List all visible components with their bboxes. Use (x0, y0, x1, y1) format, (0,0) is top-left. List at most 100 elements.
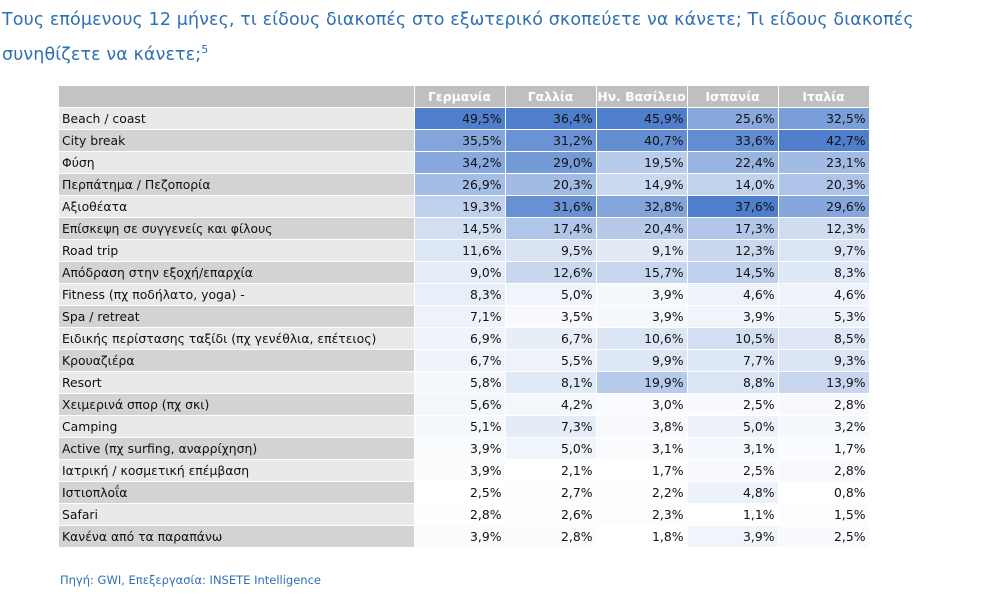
heat-cell: 22,4% (687, 151, 779, 174)
heat-cell: 1,5% (778, 503, 870, 526)
heat-cell: 3,8% (596, 415, 688, 438)
heat-cell: 11,6% (414, 239, 506, 262)
table-row: Beach / coast 49,5% 36,4% 45,9% 25,6% 32,5% (59, 107, 870, 130)
heat-cell: 6,9% (414, 327, 506, 350)
table-row: Φύση 34,2% 29,0% 19,5% 22,4% 23,1% (59, 151, 870, 174)
heat-cell: 1,7% (596, 459, 688, 482)
source-note: Πηγή: GWI, Επεξεργασία: INSETE Intellige… (60, 573, 321, 587)
row-label: Camping (59, 415, 415, 438)
heat-cell: 3,5% (505, 305, 597, 328)
heat-cell: 5,6% (414, 393, 506, 416)
heat-cell: 3,9% (596, 305, 688, 328)
heat-cell: 2,5% (414, 481, 506, 504)
heat-cell: 15,7% (596, 261, 688, 284)
row-label: Φύση (59, 151, 415, 174)
heat-cell: 32,5% (778, 107, 870, 130)
row-label: Αξιοθέατα (59, 195, 415, 218)
table-row: Active (πχ surfing, αναρρίχηση) 3,9% 5,0% 3… (59, 437, 870, 460)
row-label: Resort (59, 371, 415, 394)
heat-cell: 14,0% (687, 173, 779, 196)
table-row: Απόδραση στην εξοχή/επαρχία 9,0% 12,6% 15,7… (59, 261, 870, 284)
row-label: City break (59, 129, 415, 152)
heat-cell: 4,2% (505, 393, 597, 416)
heat-cell: 0,8% (778, 481, 870, 504)
heat-cell: 20,3% (505, 173, 597, 196)
heat-cell: 2,1% (505, 459, 597, 482)
heat-cell: 19,5% (596, 151, 688, 174)
heat-cell: 4,6% (687, 283, 779, 306)
heat-cell: 3,9% (414, 437, 506, 460)
heat-cell: 6,7% (414, 349, 506, 372)
heat-cell: 35,5% (414, 129, 506, 152)
heat-cell: 5,5% (505, 349, 597, 372)
heat-cell: 9,5% (505, 239, 597, 262)
row-label: Απόδραση στην εξοχή/επαρχία (59, 261, 415, 284)
header-row: Γερμανία Γαλλία Ην. Βασίλειο Ισπανία Ιτα… (59, 86, 870, 108)
column-header: Γαλλία (505, 86, 597, 108)
heat-cell: 2,8% (414, 503, 506, 526)
heat-cell: 6,7% (505, 327, 597, 350)
table-row: Camping 5,1% 7,3% 3,8% 5,0% 3,2% (59, 415, 870, 438)
row-label: Beach / coast (59, 107, 415, 130)
heat-cell: 31,6% (505, 195, 597, 218)
heat-cell: 17,4% (505, 217, 597, 240)
heat-cell: 8,8% (687, 371, 779, 394)
heat-cell: 42,7% (778, 129, 870, 152)
chart-title-text: Τους επόμενους 12 μήνες, τι είδους διακο… (2, 10, 914, 65)
table-row: Κρουαζιέρα 6,7% 5,5% 9,9% 7,7% 9,3% (59, 349, 870, 372)
row-label: Road trip (59, 239, 415, 262)
heat-cell: 10,6% (596, 327, 688, 350)
heat-cell: 14,9% (596, 173, 688, 196)
heat-cell: 9,1% (596, 239, 688, 262)
heat-cell: 2,8% (505, 525, 597, 547)
column-header: Γερμανία (414, 86, 506, 108)
row-label: Κανένα από τα παραπάνω (59, 525, 415, 547)
table-row: Αξιοθέατα 19,3% 31,6% 32,8% 37,6% 29,6% (59, 195, 870, 218)
heat-cell: 5,0% (687, 415, 779, 438)
heat-cell: 3,9% (687, 525, 779, 547)
heat-cell: 12,3% (687, 239, 779, 262)
table-row: City break 35,5% 31,2% 40,7% 33,6% 42,7% (59, 129, 870, 152)
table-row: Χειμερινά σπορ (πχ σκι) 5,6% 4,2% 3,0% 2,5% 2… (59, 393, 870, 416)
table-row: Επίσκεψη σε συγγενείς και φίλους 14,5% 17,… (59, 217, 870, 240)
heat-cell: 26,9% (414, 173, 506, 196)
heat-cell: 25,6% (687, 107, 779, 130)
heat-cell: 5,1% (414, 415, 506, 438)
heat-cell: 3,9% (687, 305, 779, 328)
heat-cell: 49,5% (414, 107, 506, 130)
chart-title: Τους επόμενους 12 μήνες, τι είδους διακο… (2, 6, 987, 70)
row-label: Safari (59, 503, 415, 526)
heat-cell: 9,3% (778, 349, 870, 372)
table-row: Fitness (πχ ποδήλατο, yoga) -8,3% 5,0% 3,9… (59, 283, 870, 306)
heat-cell: 4,6% (778, 283, 870, 306)
heat-cell: 13,9% (778, 371, 870, 394)
heat-cell: 3,0% (596, 393, 688, 416)
heat-cell: 20,3% (778, 173, 870, 196)
row-label: Επίσκεψη σε συγγενείς και φίλους (59, 217, 415, 240)
row-label: Ιστιοπλοΐα (59, 481, 415, 504)
heat-cell: 20,4% (596, 217, 688, 240)
heat-cell: 2,5% (778, 525, 870, 547)
heat-cell: 14,5% (414, 217, 506, 240)
table-row: Spa / retreat 7,1% 3,5% 3,9% 3,9% 5,3% (59, 305, 870, 328)
heat-cell: 8,5% (778, 327, 870, 350)
heat-cell: 3,2% (778, 415, 870, 438)
heat-cell: 7,7% (687, 349, 779, 372)
heat-cell: 3,9% (414, 459, 506, 482)
table-row: Resort 5,8% 8,1% 19,9% 8,8% 13,9% (59, 371, 870, 394)
row-label: Active (πχ surfing, αναρρίχηση) (59, 437, 415, 460)
heat-cell: 3,9% (596, 283, 688, 306)
heat-cell: 9,7% (778, 239, 870, 262)
heat-cell: 40,7% (596, 129, 688, 152)
heat-cell: 29,6% (778, 195, 870, 218)
heat-cell: 37,6% (687, 195, 779, 218)
heat-cell: 8,1% (505, 371, 597, 394)
table-row: Ιατρική / κοσμετική επέμβαση 3,9% 2,1% 1,7%… (59, 459, 870, 482)
column-header: Ιταλία (778, 86, 870, 108)
heat-cell: 19,9% (596, 371, 688, 394)
heat-cell: 12,6% (505, 261, 597, 284)
heat-cell: 2,8% (778, 459, 870, 482)
heat-cell: 2,7% (505, 481, 597, 504)
heat-cell: 31,2% (505, 129, 597, 152)
heat-cell: 2,3% (596, 503, 688, 526)
